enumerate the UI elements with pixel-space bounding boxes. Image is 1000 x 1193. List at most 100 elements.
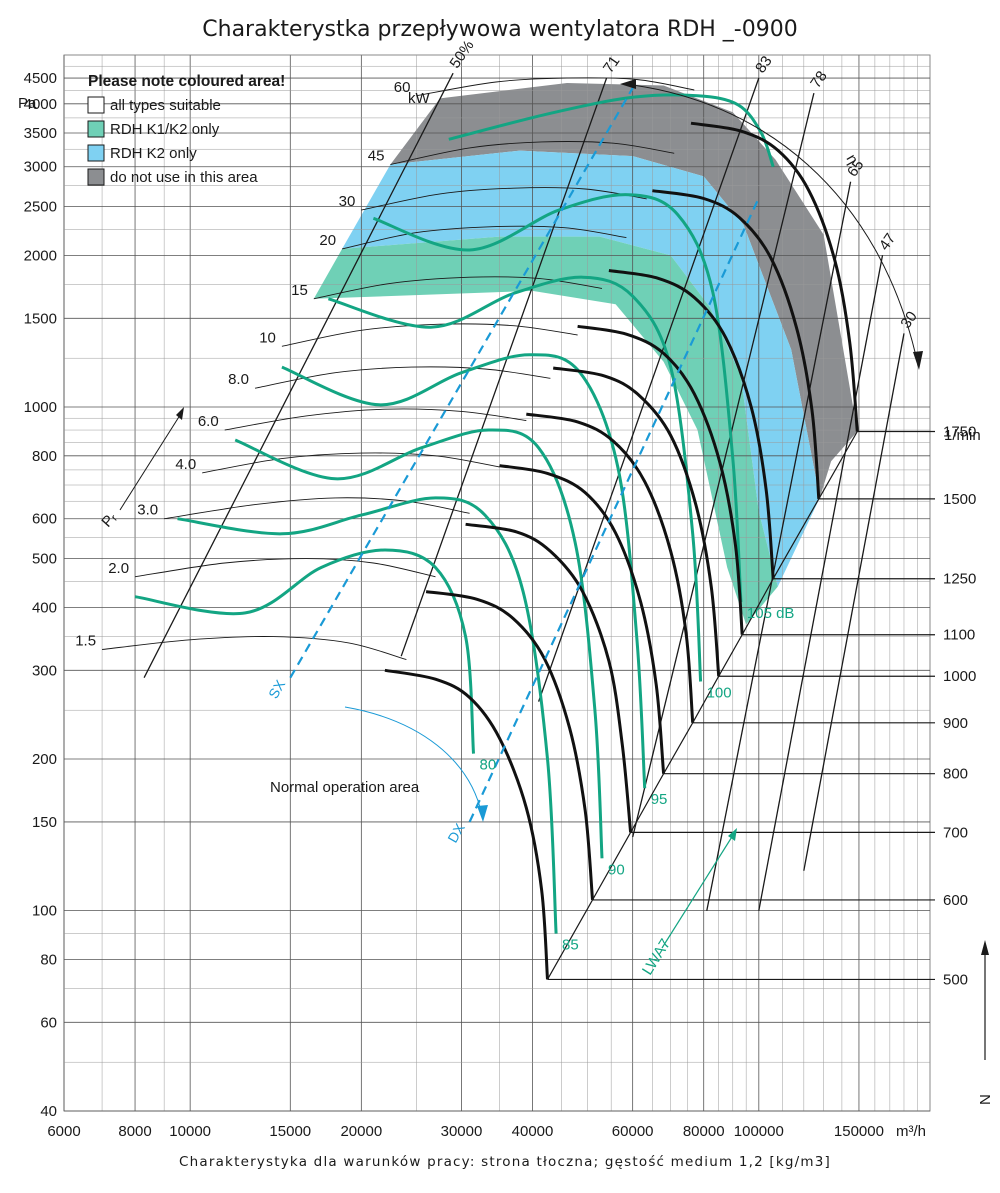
efficiency-label-1: 71 xyxy=(600,53,623,76)
speed-tick-800: 800 xyxy=(943,766,968,783)
speed-tick-1000: 1000 xyxy=(943,668,976,685)
legend: Please note coloured area! all types suit… xyxy=(87,73,285,186)
power-label-3: 4.0 xyxy=(175,456,196,473)
speed-tick-600: 600 xyxy=(943,892,968,909)
speed-axis: 500 600 700 800 900 1000 1100 1250 1500 1750 N xyxy=(546,424,994,1105)
x-tick-label: 150000 xyxy=(834,1123,884,1140)
power-curve-8 xyxy=(342,225,627,250)
system-line-sx xyxy=(289,87,634,679)
x-tick-label: 30000 xyxy=(441,1123,483,1140)
speed-axis-unit: 1/min xyxy=(944,427,981,444)
fan-curve-700 xyxy=(465,522,633,833)
speed-tick-1500: 1500 xyxy=(943,491,976,508)
chart-subtitle: Charakterystyka dla warunków pracy: stro… xyxy=(179,1154,831,1170)
power-curve-5 xyxy=(254,366,551,389)
y-tick-label: 800 xyxy=(32,448,57,465)
region-2 xyxy=(313,236,778,625)
x-tick-label: 60000 xyxy=(612,1123,654,1140)
legend-item-0: all types suitable xyxy=(110,97,221,114)
system-arrow-head xyxy=(477,805,488,822)
power-label-5: 8.0 xyxy=(228,371,249,388)
speed-tick-1250: 1250 xyxy=(943,571,976,588)
power-curve-2 xyxy=(164,497,470,520)
system-arrow xyxy=(344,706,483,816)
fan-curve-900 xyxy=(526,412,695,723)
power-label-10: 45 xyxy=(368,148,385,165)
y-tick-label: 80 xyxy=(40,951,57,968)
power-label-8: 20 xyxy=(319,232,336,249)
y-tick-label: 500 xyxy=(32,551,57,568)
tick-labels: 6000 8000 10000 15000 20000 30000 40000 60000 80… xyxy=(24,70,884,1140)
region-0 xyxy=(390,83,858,498)
y-tick-label: 3000 xyxy=(24,159,57,176)
y-tick-label: 200 xyxy=(32,751,57,768)
y-tick-label: 40 xyxy=(40,1103,57,1120)
fan-curve-1750 xyxy=(690,121,859,432)
efficiency-label-4: 65 xyxy=(844,157,867,180)
speed-tick-500: 500 xyxy=(943,971,968,988)
power-label-6: 10 xyxy=(259,329,276,346)
y-tick-label: 1000 xyxy=(24,399,57,416)
system-lines xyxy=(289,87,760,823)
y-tick-label: 300 xyxy=(32,662,57,679)
legend-heading: Please note coloured area! xyxy=(88,73,285,90)
power-curve-6 xyxy=(281,323,578,347)
x-tick-label: 6000 xyxy=(47,1123,80,1140)
power-label-11: 60 xyxy=(394,79,411,96)
fan-curve-800 xyxy=(499,464,666,774)
efficiency-line-6 xyxy=(803,333,905,871)
legend-swatch-0 xyxy=(87,96,105,114)
sound-curve-0 xyxy=(134,548,475,754)
x-axis-unit: m³/h xyxy=(896,1123,926,1140)
x-tick-label: 40000 xyxy=(512,1123,554,1140)
power-label-4: 6.0 xyxy=(198,413,219,430)
system-label-dx: DX xyxy=(444,820,468,845)
power-unit-label: kW xyxy=(408,90,431,107)
power-curves xyxy=(102,77,695,661)
sound-label-0: 80 xyxy=(480,757,497,774)
speed-edge-line xyxy=(546,431,858,980)
fan-curve-1250 xyxy=(608,269,775,579)
power-label-1: 2.0 xyxy=(108,560,129,577)
sound-axis-arrow xyxy=(661,831,736,949)
y-tick-label: 100 xyxy=(32,903,57,920)
sound-curve-6 xyxy=(448,93,775,168)
sound-axis-label: LWA7 xyxy=(639,936,674,978)
sound-label-5: 105 dB xyxy=(747,605,795,622)
legend-swatch-2 xyxy=(87,144,105,162)
speed-arrow-head xyxy=(981,940,989,955)
power-axis-arrow xyxy=(119,411,183,511)
x-tick-label: 10000 xyxy=(169,1123,211,1140)
sound-label-1: 85 xyxy=(562,937,579,954)
fan-curve-1100 xyxy=(577,324,744,635)
y-tick-label: 3500 xyxy=(24,125,57,142)
fan-curve-1000 xyxy=(552,366,721,677)
system-label-sx: SX xyxy=(265,676,289,701)
efficiency-line-3 xyxy=(632,92,815,838)
fan-curve-600 xyxy=(425,590,594,901)
power-curve-4 xyxy=(224,408,527,431)
y-tick-label: 4000 xyxy=(24,96,57,113)
x-tick-label: 15000 xyxy=(269,1123,311,1140)
power-curve-11 xyxy=(416,77,695,97)
y-tick-label: 2000 xyxy=(24,247,57,264)
y-tick-label: 1500 xyxy=(24,310,57,327)
y-tick-label: 150 xyxy=(32,814,57,831)
efficiency-arrow-tail xyxy=(620,79,636,89)
sound-curve-4 xyxy=(327,275,703,682)
efficiency-axis-arrow xyxy=(624,83,919,366)
speed-tick-1750: 1750 xyxy=(943,424,976,441)
power-axis-arrow-head xyxy=(176,407,184,420)
power-curve-9 xyxy=(361,187,647,211)
annotation-normal-operation: Normal operation area xyxy=(270,779,420,796)
y-tick-label: 400 xyxy=(32,599,57,616)
power-label-2: 3.0 xyxy=(137,502,158,519)
x-tick-label: 8000 xyxy=(118,1123,151,1140)
power-label-7: 15 xyxy=(291,282,308,299)
y-tick-label: 4500 xyxy=(24,70,57,87)
speed-axis-label: N xyxy=(977,1094,994,1105)
speed-tick-900: 900 xyxy=(943,715,968,732)
sound-label-2: 90 xyxy=(608,861,625,878)
